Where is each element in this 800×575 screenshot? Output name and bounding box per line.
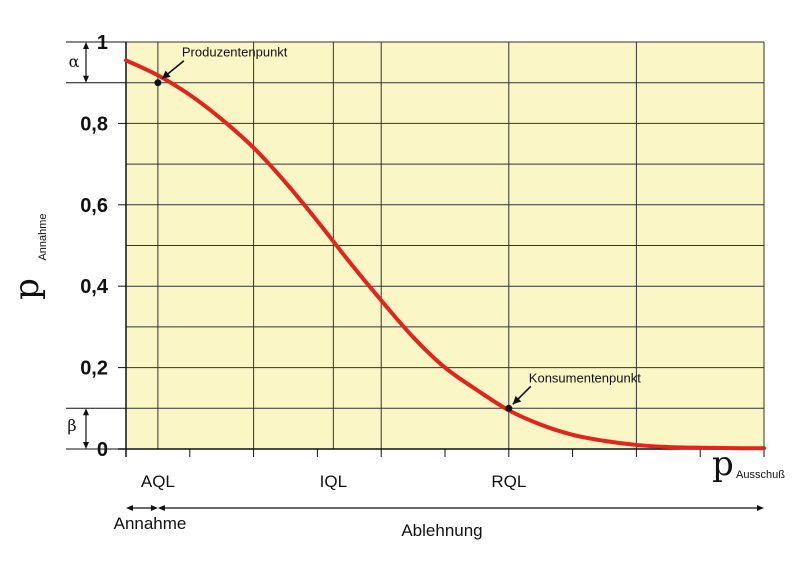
- range-label-annahme: Annahme: [114, 514, 187, 533]
- point-marker: [505, 404, 513, 412]
- y-tick-label: 1: [97, 32, 108, 54]
- point-label: Konsumentenpunkt: [529, 370, 641, 385]
- range-arrows: [126, 505, 764, 511]
- y-tick-label: 0,4: [80, 276, 109, 298]
- point-label: Produzentenpunkt: [182, 45, 288, 60]
- x-category-label: RQL: [491, 472, 526, 491]
- beta-arrow-head-top: [83, 408, 89, 416]
- alpha-beta-markers: [66, 41, 126, 450]
- x-category-label: AQL: [141, 472, 175, 491]
- point-arrow-head: [161, 70, 171, 79]
- grid-lines: [126, 41, 765, 449]
- y-tick-label: 0,8: [80, 113, 108, 135]
- y-axis-label-main: p: [7, 278, 47, 300]
- x-axis-label-main: p: [712, 444, 734, 484]
- alpha-arrow-head-bottom: [83, 75, 89, 83]
- alpha-label: α: [69, 52, 80, 71]
- y-tick-labels: 0 0,2 0,4 0,6 0,8 1: [80, 32, 109, 461]
- y-tick-label: 0: [97, 439, 108, 461]
- annahme-arrow-head-left: [126, 505, 133, 511]
- y-tick-label: 0,6: [80, 195, 108, 217]
- y-axis-label-sub: Annahme: [37, 213, 49, 260]
- point-marker: [154, 79, 162, 87]
- x-category-labels: AQL IQL RQL: [141, 472, 526, 491]
- beta-arrow-head-bottom: [83, 442, 89, 449]
- x-axis-label-sub: Ausschuß: [736, 469, 785, 481]
- beta-label: β: [67, 416, 76, 435]
- oc-curve-line: [124, 58, 766, 451]
- annahme-arrow-head-right: [150, 505, 158, 511]
- alpha-arrow-head-top: [83, 42, 89, 49]
- ablehnung-arrow-head-left: [157, 505, 165, 511]
- ablehnung-arrow-head-right: [757, 505, 764, 511]
- point-arrow-head: [512, 395, 522, 405]
- y-tick-label: 0,2: [80, 358, 108, 380]
- x-category-label: IQL: [320, 472, 347, 491]
- characteristic-points: Produzentenpunkt Konsumentenpunkt: [154, 45, 641, 412]
- range-label-ablehnung: Ablehnung: [401, 521, 482, 540]
